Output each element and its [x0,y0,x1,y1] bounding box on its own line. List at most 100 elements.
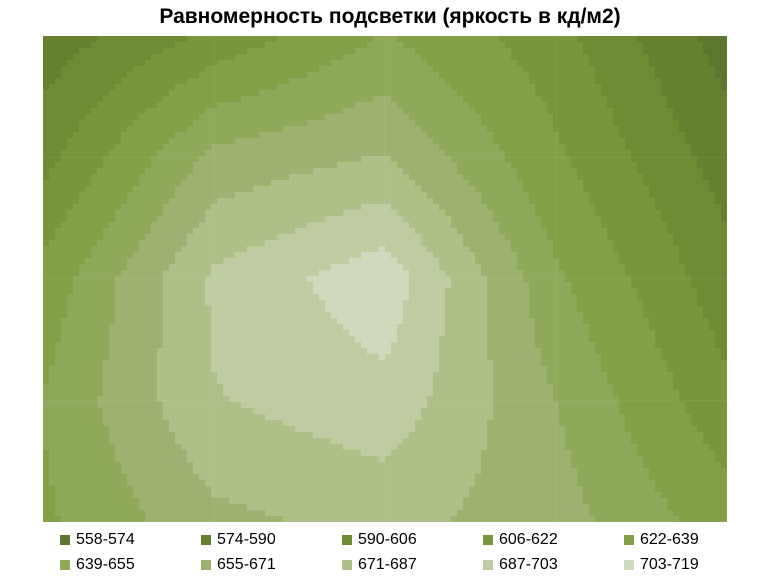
heatmap-cell [571,228,578,235]
heatmap-cell [211,258,218,265]
heatmap-cell [115,222,122,229]
heatmap-cell [253,240,260,247]
heatmap-cell [367,270,374,277]
heatmap-cell [205,60,212,67]
heatmap-cell [193,210,200,217]
heatmap-cell [271,156,278,163]
heatmap-cell [307,150,314,157]
heatmap-cell [331,120,338,127]
heatmap-cell [235,72,242,79]
heatmap-cell [577,168,584,175]
heatmap-cell [631,174,638,181]
heatmap-cell [319,180,326,187]
heatmap-cell [319,114,326,121]
heatmap-cell [151,36,158,43]
heatmap-cell [601,96,608,103]
heatmap-cell [661,204,668,211]
heatmap-cell [493,150,500,157]
heatmap-cell [139,186,146,193]
heatmap-cell [679,150,686,157]
heatmap-cell [601,144,608,151]
heatmap-cell [79,198,86,205]
heatmap-cell [457,96,464,103]
heatmap-cell [529,228,536,235]
heatmap-cell [325,174,332,181]
heatmap-cell [73,162,80,169]
heatmap-cell [655,168,662,175]
heatmap-cell [103,54,110,61]
heatmap-cell [133,210,140,217]
heatmap-cell [79,264,86,271]
heatmap-cell [85,162,92,169]
heatmap-cell [91,114,98,121]
heatmap-cell [67,198,74,205]
heatmap-cell [133,66,140,73]
heatmap-cell [499,168,506,175]
heatmap-cell [691,198,698,205]
heatmap-cell [661,216,668,223]
heatmap-cell [187,78,194,85]
heatmap-cell [541,48,548,55]
heatmap-cell [529,186,536,193]
heatmap-cell [49,72,56,79]
heatmap-cell [451,96,458,103]
heatmap-cell [313,282,320,289]
heatmap-cell [175,240,182,247]
heatmap-cell [43,72,50,79]
heatmap-cell [583,162,590,169]
heatmap-cell [205,276,212,283]
heatmap-cell [421,96,428,103]
heatmap-cell [145,168,152,175]
heatmap-cell [349,162,356,169]
heatmap-cell [49,276,56,283]
heatmap-cell [175,66,182,73]
heatmap-cell [253,246,260,253]
heatmap-cell [61,270,68,277]
heatmap-cell [571,168,578,175]
heatmap-cell [139,42,146,49]
heatmap-cell [673,126,680,133]
heatmap-cell [697,66,704,73]
heatmap-cell [295,168,302,175]
heatmap-cell [361,198,368,205]
heatmap-cell [595,138,602,145]
heatmap-cell [529,66,536,73]
heatmap-cell [637,102,644,109]
heatmap-cell [145,294,152,301]
heatmap-cell [259,228,266,235]
heatmap-cell [235,96,242,103]
heatmap-cell [505,198,512,205]
heatmap-cell [97,126,104,133]
heatmap-cell [487,198,494,205]
heatmap-cell [619,288,626,295]
heatmap-cell [97,108,104,115]
heatmap-cell [289,210,296,217]
heatmap-cell [325,192,332,199]
heatmap-cell [49,36,56,43]
heatmap-cell [235,240,242,247]
heatmap-cell [505,174,512,181]
heatmap-cell [529,78,536,85]
heatmap-cell [319,48,326,55]
heatmap-cell [493,210,500,217]
heatmap-cell [547,150,554,157]
heatmap-cell [673,78,680,85]
heatmap-cell [61,90,68,97]
heatmap-cell [511,108,518,115]
heatmap-cell [709,168,716,175]
heatmap-cell [97,258,104,265]
heatmap-cell [685,210,692,217]
heatmap-cell [199,174,206,181]
heatmap-cell [637,48,644,55]
heatmap-cell [433,120,440,127]
heatmap-cell [391,192,398,199]
heatmap-cell [517,54,524,61]
heatmap-cell [217,96,224,103]
heatmap-cell [379,174,386,181]
heatmap-cell [43,102,50,109]
heatmap-cell [409,120,416,127]
heatmap-cell [673,60,680,67]
heatmap-cell [493,60,500,67]
heatmap-cell [241,282,248,289]
heatmap-cell [115,120,122,127]
